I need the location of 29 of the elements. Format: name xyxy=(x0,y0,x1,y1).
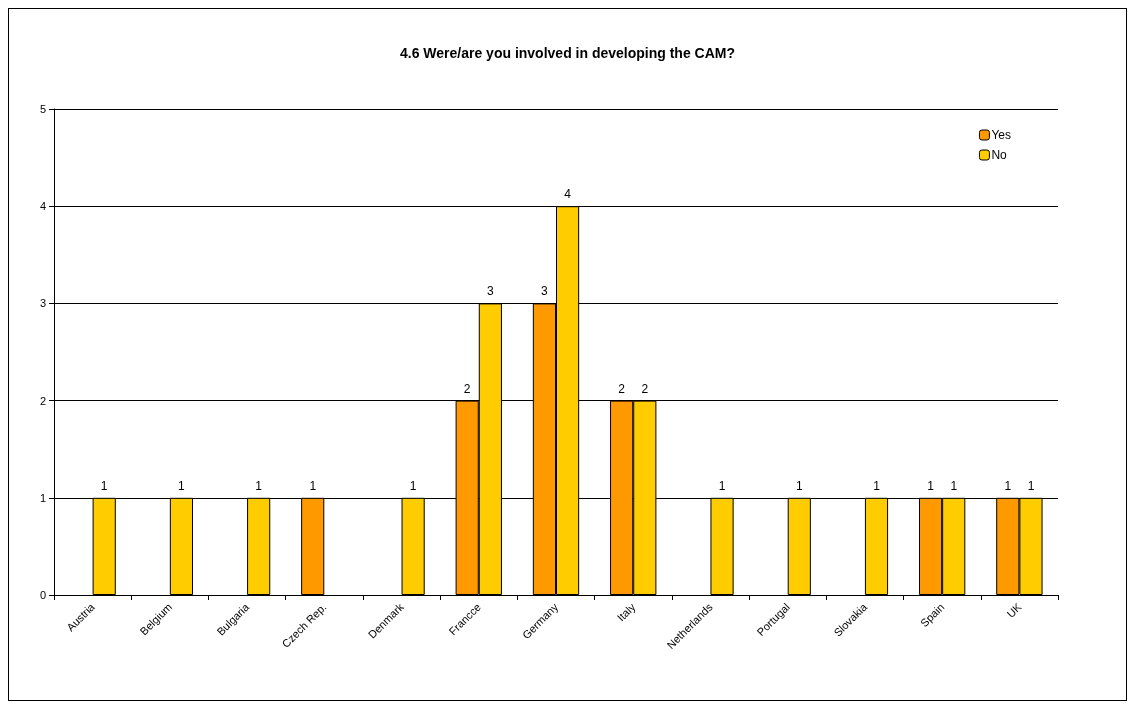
x-tick-label: UK xyxy=(1004,600,1025,621)
data-label: 1 xyxy=(950,478,958,493)
y-tick-label: 0 xyxy=(39,589,46,601)
data-label: 1 xyxy=(795,478,803,493)
data-label: 2 xyxy=(618,381,626,396)
legend-label: Yes xyxy=(991,128,1011,142)
data-label: 3 xyxy=(541,284,549,299)
data-label: 1 xyxy=(927,478,935,493)
x-tick-label: Italy xyxy=(614,600,638,624)
y-tick-label: 1 xyxy=(39,491,46,504)
data-label: 2 xyxy=(641,381,649,396)
data-label: 1 xyxy=(309,478,317,493)
chart-title: 4.6 Were/are you involved in developing the CAM? xyxy=(399,45,736,61)
y-tick-label: 5 xyxy=(39,103,46,115)
y-tick-label: 3 xyxy=(39,297,46,310)
data-label: 3 xyxy=(487,284,495,299)
data-label: 1 xyxy=(178,478,186,493)
data-label: 1 xyxy=(873,478,881,493)
y-tick-label: 4 xyxy=(39,200,46,213)
data-label: 2 xyxy=(463,381,471,396)
data-label: 1 xyxy=(1027,478,1035,493)
data-label: 4 xyxy=(564,187,572,202)
data-label: 1 xyxy=(1004,478,1012,493)
data-label: 1 xyxy=(100,478,108,493)
data-label: 1 xyxy=(409,478,417,493)
data-label: 1 xyxy=(718,478,726,493)
y-tick-label: 2 xyxy=(39,394,46,407)
data-label: 1 xyxy=(255,478,263,493)
legend-label: No xyxy=(991,148,1008,162)
